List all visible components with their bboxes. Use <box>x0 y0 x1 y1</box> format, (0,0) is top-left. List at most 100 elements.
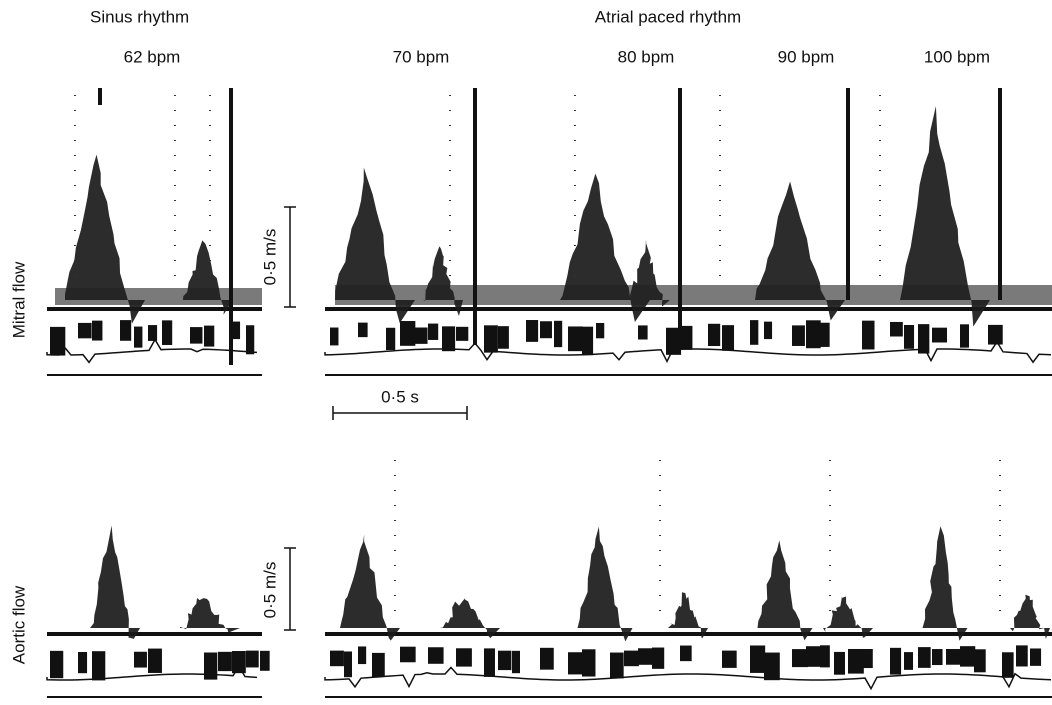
signal-block <box>484 325 498 353</box>
signal-block <box>92 651 106 681</box>
signal-block <box>92 320 103 341</box>
flow-envelope <box>823 595 873 638</box>
signal-block <box>246 325 255 355</box>
signal-block <box>162 320 173 345</box>
rate-label: 62 bpm <box>124 47 181 66</box>
signal-block <box>708 323 721 347</box>
signal-block <box>932 649 943 666</box>
signal-block <box>806 646 822 667</box>
signal-block <box>120 320 132 341</box>
signal-block <box>78 651 88 674</box>
signal-block <box>484 648 495 677</box>
signal-block <box>890 321 903 337</box>
signal-block <box>50 650 64 679</box>
signal-block <box>568 326 583 352</box>
signal-block <box>848 648 864 674</box>
clutter <box>55 288 262 305</box>
signal-block <box>232 321 241 340</box>
flow-envelope <box>922 526 968 641</box>
signal-block <box>960 324 970 348</box>
rate-label: 80 bpm <box>618 47 675 66</box>
clutter <box>335 285 1052 305</box>
signal-block <box>260 650 270 671</box>
signal-block <box>204 652 218 680</box>
signal-block <box>344 651 353 678</box>
signal-block <box>540 647 554 670</box>
signal-block <box>386 327 396 351</box>
flow-envelope <box>668 592 708 639</box>
signal-block <box>582 649 596 677</box>
signal-block <box>1016 645 1028 667</box>
signal-block <box>806 320 821 349</box>
signal-block <box>512 650 521 674</box>
flow-envelope <box>757 540 813 641</box>
rate-label: 70 bpm <box>393 47 450 66</box>
flow-envelope <box>180 598 240 633</box>
signal-block <box>498 326 509 349</box>
flow-envelope <box>423 246 463 316</box>
signal-block <box>624 650 639 667</box>
velocity-scale-label: 0·5 m/s <box>260 229 279 286</box>
signal-block <box>330 650 344 667</box>
signal-block <box>680 645 692 662</box>
flow-envelope <box>560 173 650 322</box>
signal-block <box>764 321 773 340</box>
signal-block <box>932 327 948 343</box>
scale-bars <box>284 206 468 631</box>
signal-block <box>50 326 66 356</box>
header-left: Sinus rhythm <box>90 7 189 26</box>
signal-block <box>974 649 986 673</box>
signal-block <box>638 648 654 665</box>
signal-block <box>610 652 624 679</box>
signal-block <box>792 649 808 668</box>
panel-label: Mitral flow <box>9 261 28 338</box>
signal-block <box>722 650 737 668</box>
signal-block <box>946 648 961 665</box>
signal-block <box>204 325 215 347</box>
signal-block <box>148 648 162 673</box>
signal-block <box>820 322 830 347</box>
signal-block <box>330 327 339 346</box>
signal-block <box>918 647 931 668</box>
signal-block <box>666 327 682 355</box>
flow-envelope <box>1010 594 1050 639</box>
flow-envelope <box>65 154 145 324</box>
header-right: Atrial paced rhythm <box>595 7 741 26</box>
velocity-scale-label: 0·5 m/s <box>260 562 279 619</box>
flow-envelope <box>90 525 140 639</box>
signal-block <box>232 651 246 674</box>
signal-block <box>764 652 780 681</box>
signal-block <box>792 325 805 346</box>
signal-block <box>526 320 539 342</box>
signal-block <box>722 325 735 351</box>
signal-block <box>820 645 830 668</box>
panel-label: Aortic flow <box>9 585 28 664</box>
signal-block <box>918 324 930 354</box>
ecg-trace <box>46 338 258 364</box>
signal-block <box>750 320 759 345</box>
signal-block <box>638 325 648 340</box>
signal-block <box>652 647 665 669</box>
signal-block <box>862 320 875 350</box>
ecg-trace <box>46 665 258 681</box>
signal-block <box>1002 652 1014 678</box>
signal-block <box>750 645 766 673</box>
flow-envelope <box>335 167 415 324</box>
signal-block <box>554 320 563 348</box>
signal-block <box>596 322 605 339</box>
signal-block <box>400 646 416 663</box>
signal-block <box>400 321 416 346</box>
signal-block <box>1030 648 1042 666</box>
signal-block <box>988 324 1003 345</box>
signal-block <box>78 322 92 339</box>
signal-block <box>498 650 512 671</box>
flow-envelope <box>340 534 400 641</box>
signal-block <box>890 647 902 675</box>
flow-envelope <box>577 526 633 642</box>
signal-block <box>246 650 259 668</box>
rate-label: 100 bpm <box>924 47 990 66</box>
ecg-trace <box>324 666 1052 691</box>
signal-block <box>218 651 232 672</box>
signal-block <box>372 652 385 677</box>
